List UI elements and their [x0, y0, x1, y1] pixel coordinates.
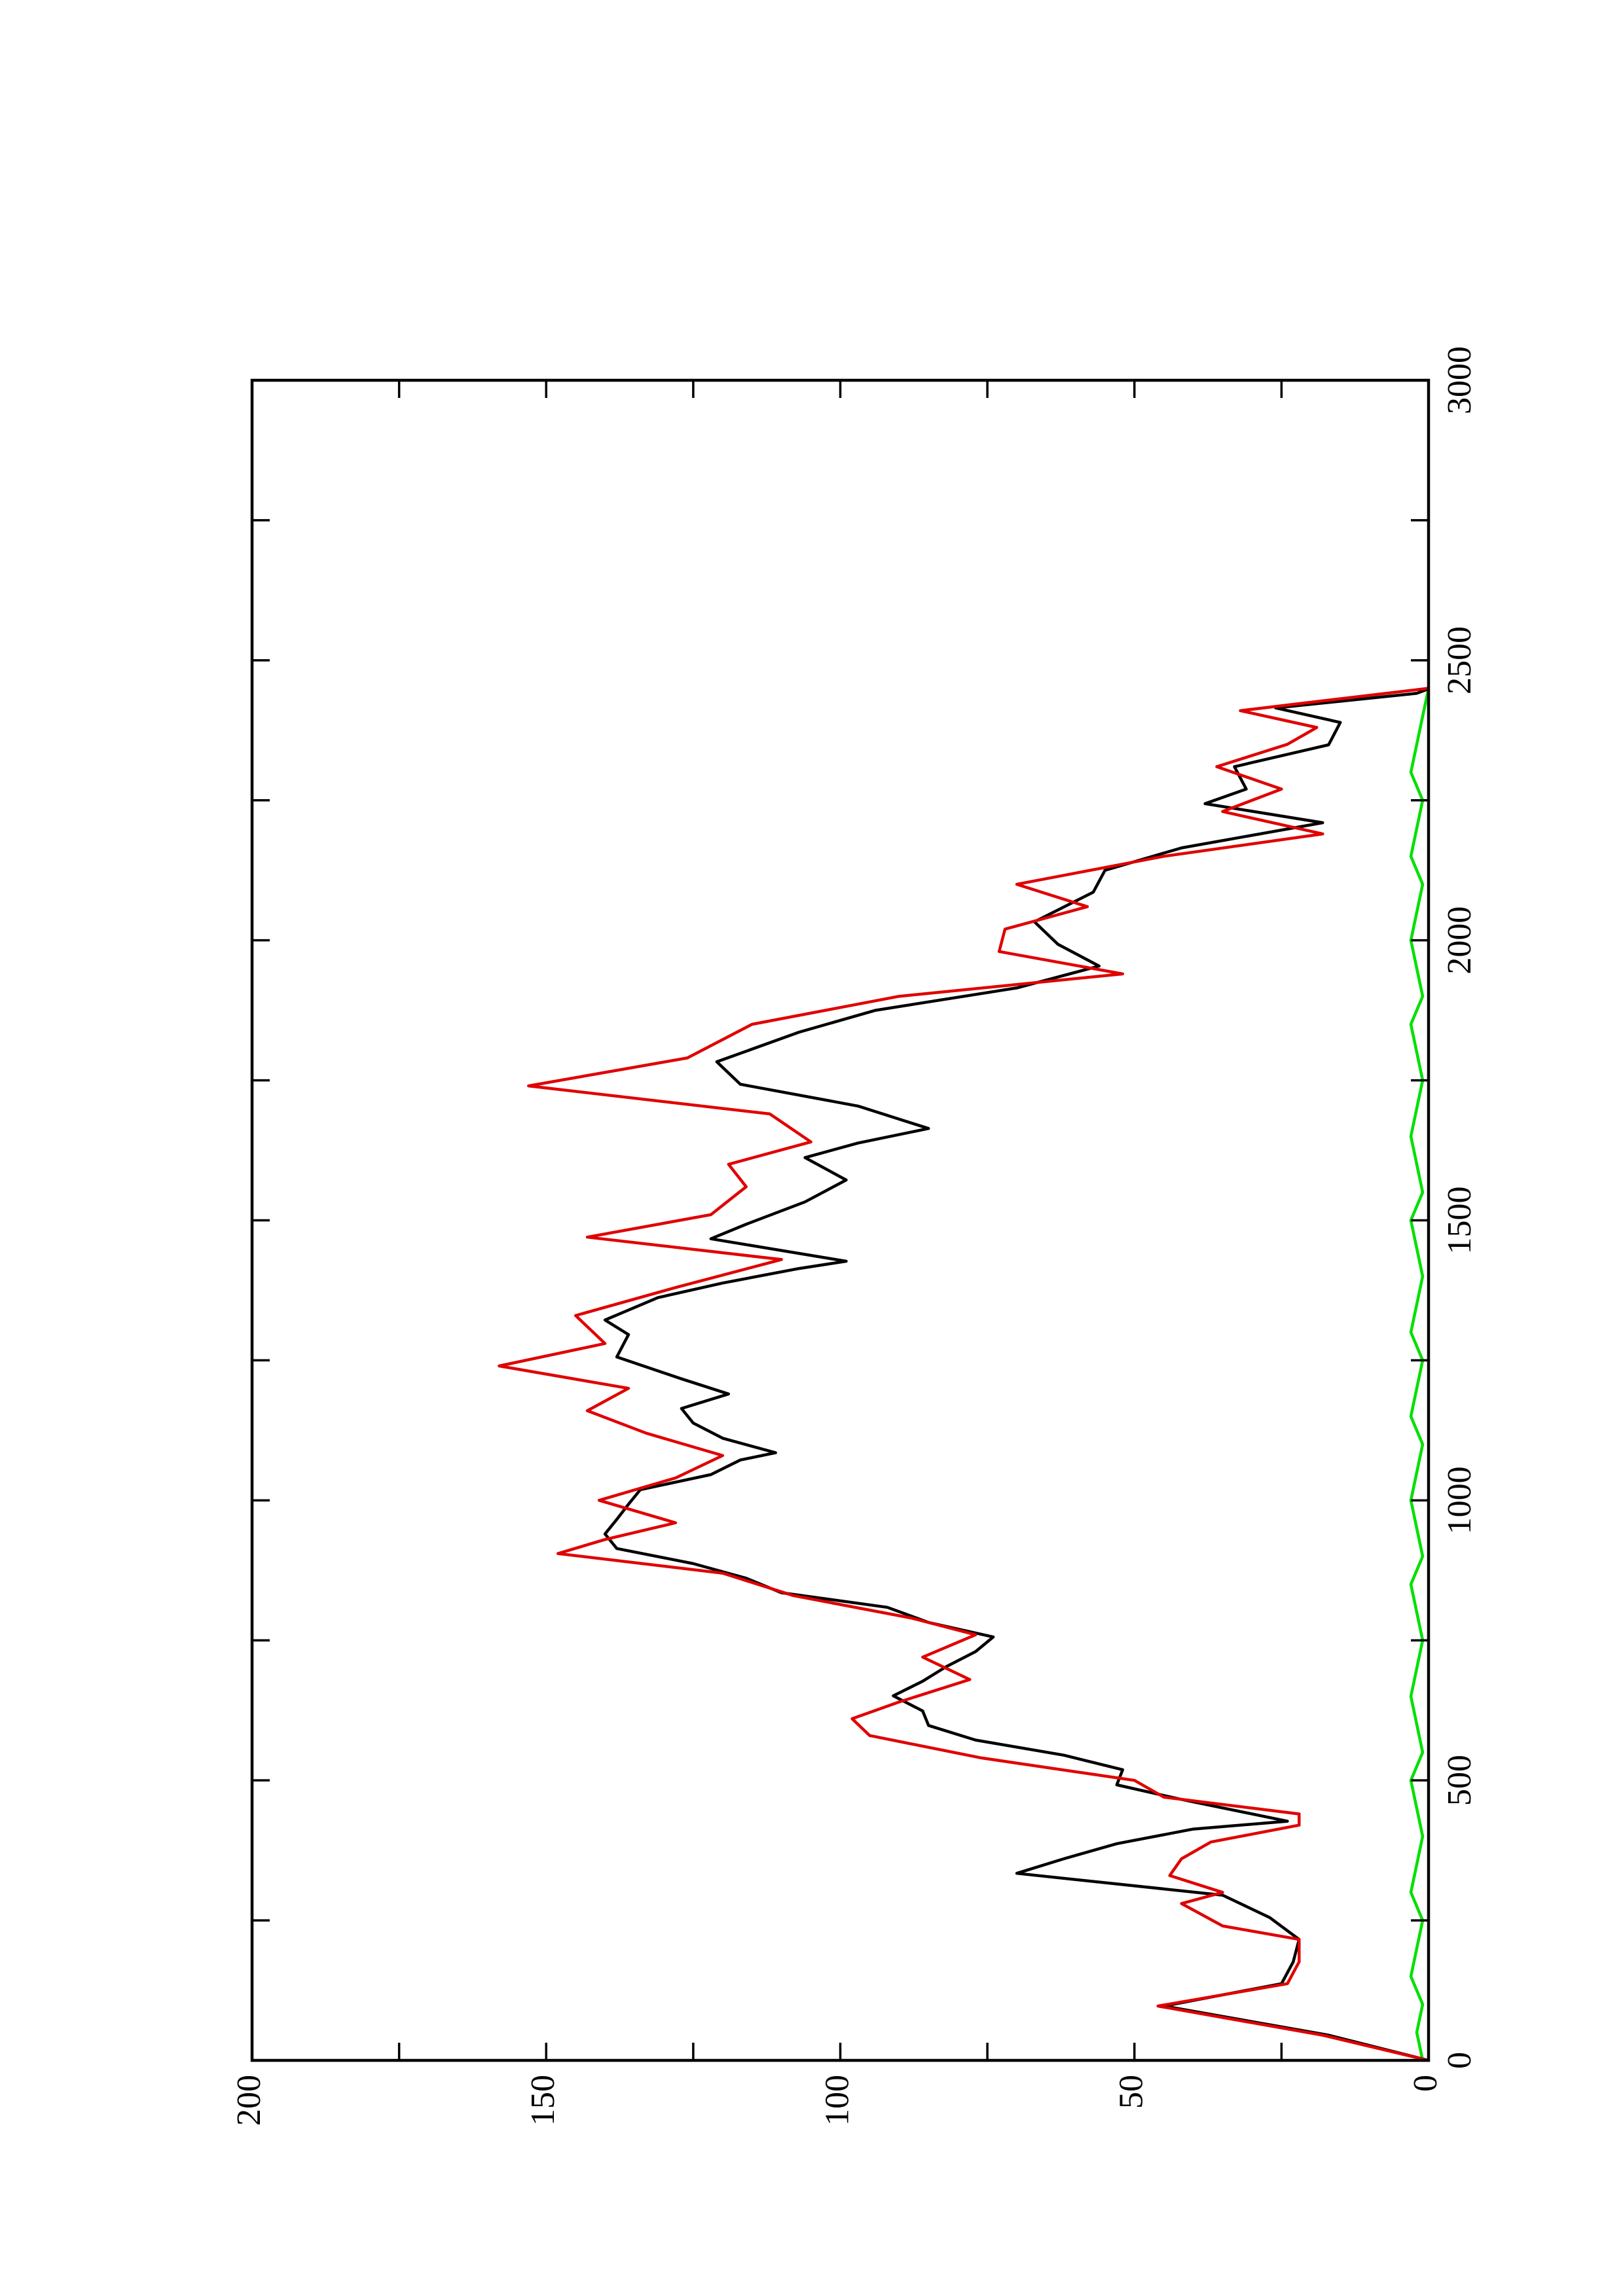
y-tick-label: 100 — [818, 2075, 856, 2126]
x-tick-label: 0 — [1441, 2052, 1478, 2069]
x-tick-label: 1500 — [1441, 1187, 1478, 1255]
x-tick-label: 2000 — [1441, 906, 1478, 975]
series-line — [498, 687, 1429, 2062]
y-tick-label: 200 — [230, 2075, 268, 2126]
series-line — [603, 687, 1429, 2062]
y-tick-label: 50 — [1113, 2075, 1150, 2109]
series-line — [1409, 688, 1431, 2061]
rotated-plot: 0 500 1000 1500 2000 2500 3000 0 50 100 150 200 — [230, 346, 1478, 2126]
y-tick-label: 150 — [524, 2075, 562, 2126]
x-tick-label: 2500 — [1441, 626, 1478, 694]
x-tick-label: 500 — [1441, 1755, 1478, 1806]
x-tick-label: 1000 — [1441, 1466, 1478, 1534]
x-tick-label: 3000 — [1441, 346, 1478, 414]
y-tick-label: 0 — [1407, 2075, 1444, 2092]
